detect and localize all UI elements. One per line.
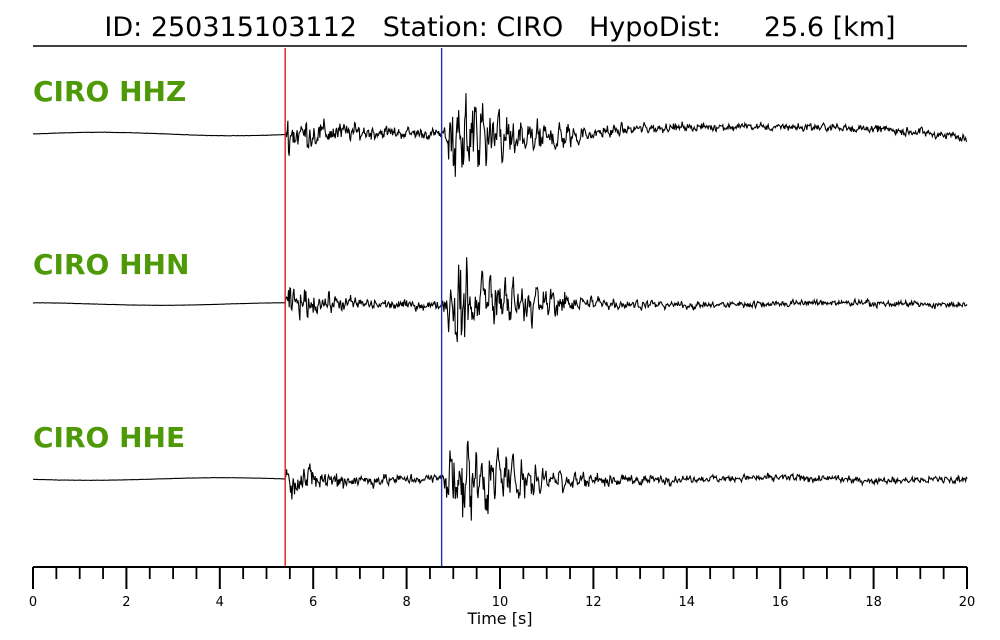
- trace-ciro-hhz: [32, 93, 968, 177]
- trace-ciro-hhn: [32, 257, 968, 343]
- tick-label: 8: [402, 595, 410, 610]
- tick-label: 16: [772, 595, 789, 610]
- tick-label: 10: [492, 595, 509, 610]
- time-axis: 0 2 4 6 8 10 12 14 16 18 20: [29, 566, 976, 610]
- hypodist-label: HypoDist:: [589, 12, 721, 43]
- tick-label: 14: [679, 595, 696, 610]
- tick-label: 12: [585, 595, 602, 610]
- tick-label: 18: [865, 595, 882, 610]
- tick-label: 6: [309, 595, 317, 610]
- tick-label: 4: [216, 595, 224, 610]
- channel-labels: CIRO HHZ CIRO HHN CIRO HHE: [33, 75, 189, 454]
- hypodist-value: 25.6 [km]: [764, 12, 896, 43]
- event-id: ID: 250315103112: [104, 12, 357, 43]
- phase-picks: [284, 48, 443, 567]
- figure-title: ID: 250315103112 Station: CIRO HypoDist:…: [104, 12, 895, 43]
- channel-label-ciro-hhe: CIRO HHE: [33, 421, 185, 454]
- tick-label: 0: [29, 595, 37, 610]
- tick-label: 2: [122, 595, 130, 610]
- channel-label-ciro-hhz: CIRO HHZ: [33, 75, 186, 108]
- channel-label-ciro-hhn: CIRO HHN: [33, 248, 189, 281]
- waveform-traces: [32, 93, 968, 521]
- tick-label: 20: [959, 595, 976, 610]
- station-name: Station: CIRO: [383, 12, 564, 43]
- trace-ciro-hhe: [32, 440, 968, 521]
- x-axis-label: Time [s]: [466, 609, 532, 628]
